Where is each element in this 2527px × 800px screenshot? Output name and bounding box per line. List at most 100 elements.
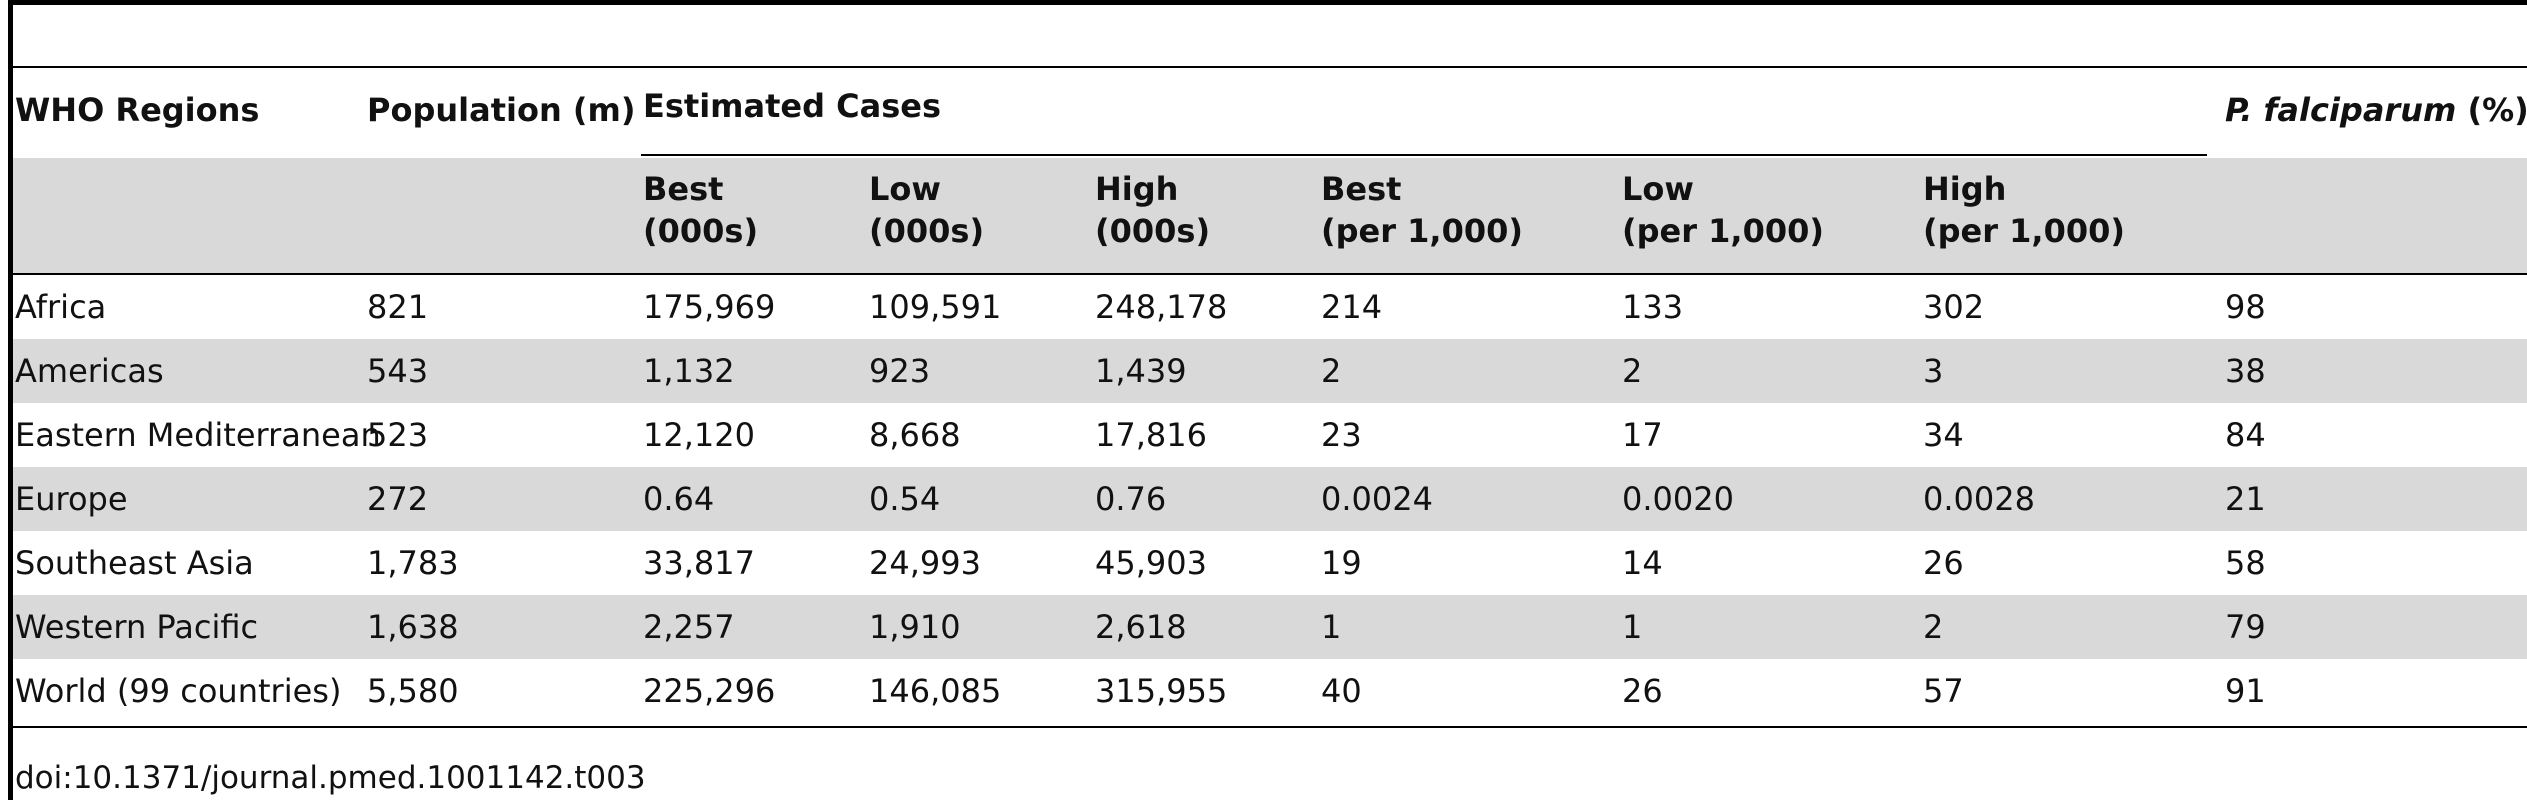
cell-best-000s: 225,296 [643,672,776,710]
header-pf-suffix: (%) [2456,91,2527,129]
cell-pf-percent: 38 [2225,352,2266,390]
table-bottom-rule [13,726,2527,728]
header-region: WHO Regions [15,91,260,129]
subheader-line1: Low [1622,170,1694,208]
cell-best-per-1000: 214 [1321,288,1383,326]
table-row: Africa 821 175,969 109,591 248,178 214 1… [13,275,2527,339]
cell-best-per-1000: 1 [1321,608,1342,646]
cell-best-000s: 175,969 [643,288,776,326]
cell-pf-percent: 84 [2225,416,2266,454]
cell-high-000s: 248,178 [1095,288,1228,326]
left-border [8,0,13,800]
cell-best-per-1000: 23 [1321,416,1362,454]
cell-best-per-1000: 0.0024 [1321,480,1433,518]
cell-pf-percent: 98 [2225,288,2266,326]
cell-high-000s: 2,618 [1095,608,1187,646]
cell-region: Southeast Asia [15,544,254,582]
cell-high-per-1000: 57 [1923,672,1964,710]
subheader-line2: (per 1,000) [1622,212,1824,250]
table-row: Europe 272 0.64 0.54 0.76 0.0024 0.0020 … [13,467,2527,531]
header-estimated-cases: Estimated Cases [643,87,942,125]
header-top-rule [13,66,2527,68]
cell-high-000s: 1,439 [1095,352,1187,390]
cell-population: 1,783 [367,544,459,582]
table-header: WHO Regions Population (m) Estimated Cas… [13,68,2527,273]
cell-best-000s: 33,817 [643,544,755,582]
cell-best-000s: 0.64 [643,480,715,518]
cell-pf-percent: 79 [2225,608,2266,646]
subheader-line1: Low [869,170,941,208]
subheader-line2: (000s) [1095,212,1211,250]
cell-population: 821 [367,288,429,326]
subheader-line1: High [1923,170,2007,208]
cell-population: 5,580 [367,672,459,710]
doi-footnote: doi:10.1371/journal.pmed.1001142.t003 [15,760,646,796]
cell-population: 543 [367,352,429,390]
subheader-line1: High [1095,170,1179,208]
cell-high-per-1000: 3 [1923,352,1944,390]
cell-population: 272 [367,480,429,518]
subheader-low-000s: Low (000s) [869,168,984,252]
header-population: Population (m) [367,91,636,129]
subheader-best-000s: Best (000s) [643,168,758,252]
subheader-line2: (000s) [869,212,985,250]
cell-high-000s: 17,816 [1095,416,1207,454]
cell-low-per-1000: 2 [1622,352,1643,390]
cell-high-000s: 0.76 [1095,480,1167,518]
table-row: Southeast Asia 1,783 33,817 24,993 45,90… [13,531,2527,595]
cell-pf-percent: 91 [2225,672,2266,710]
cell-high-000s: 315,955 [1095,672,1228,710]
cell-region: Europe [15,480,128,518]
cell-region: Eastern Mediterranean [15,416,381,454]
header-bottom-rule [13,273,2527,275]
cell-low-per-1000: 26 [1622,672,1663,710]
cell-region: World (99 countries) [15,672,342,710]
cell-low-per-1000: 17 [1622,416,1663,454]
cell-best-per-1000: 2 [1321,352,1342,390]
cell-high-per-1000: 26 [1923,544,1964,582]
header-pf: P. falciparum (%) [2225,90,2527,130]
cell-best-000s: 12,120 [643,416,755,454]
cell-low-per-1000: 1 [1622,608,1643,646]
cell-best-000s: 1,132 [643,352,735,390]
cell-low-000s: 24,993 [869,544,981,582]
subheader-best-per-1000: Best (per 1,000) [1321,168,1523,252]
table-row: World (99 countries) 5,580 225,296 146,0… [13,659,2527,723]
cell-low-000s: 1,910 [869,608,961,646]
cell-high-per-1000: 0.0028 [1923,480,2035,518]
top-border [8,0,2527,5]
cell-high-per-1000: 2 [1923,608,1944,646]
cell-high-per-1000: 302 [1923,288,1985,326]
cell-best-per-1000: 19 [1321,544,1362,582]
subheader-high-000s: High (000s) [1095,168,1210,252]
cell-population: 523 [367,416,429,454]
cell-pf-percent: 58 [2225,544,2266,582]
header-pf-italic: P. falciparum [2225,91,2457,129]
subheader-line2: (000s) [643,212,759,250]
table-row: Western Pacific 1,638 2,257 1,910 2,618 … [13,595,2527,659]
cell-low-000s: 8,668 [869,416,961,454]
cell-pf-percent: 21 [2225,480,2266,518]
cell-high-000s: 45,903 [1095,544,1207,582]
subheader-line2: (per 1,000) [1923,212,2125,250]
subheader-low-per-1000: Low (per 1,000) [1622,168,1824,252]
table-sheet: WHO Regions Population (m) Estimated Cas… [13,0,2527,800]
cell-region: Americas [15,352,164,390]
table-row: Eastern Mediterranean 523 12,120 8,668 1… [13,403,2527,467]
subheader-high-per-1000: High (per 1,000) [1923,168,2125,252]
cell-low-per-1000: 0.0020 [1622,480,1734,518]
table-body: Africa 821 175,969 109,591 248,178 214 1… [13,275,2527,723]
cell-best-per-1000: 40 [1321,672,1362,710]
cell-low-per-1000: 14 [1622,544,1663,582]
cell-best-000s: 2,257 [643,608,735,646]
subheader-line1: Best [1321,170,1402,208]
cell-low-000s: 109,591 [869,288,1002,326]
cell-low-000s: 146,085 [869,672,1002,710]
cell-low-000s: 923 [869,352,931,390]
cell-population: 1,638 [367,608,459,646]
subheader-line1: Best [643,170,724,208]
cell-region: Africa [15,288,107,326]
subheader-shade [13,158,2527,273]
cell-region: Western Pacific [15,608,259,646]
